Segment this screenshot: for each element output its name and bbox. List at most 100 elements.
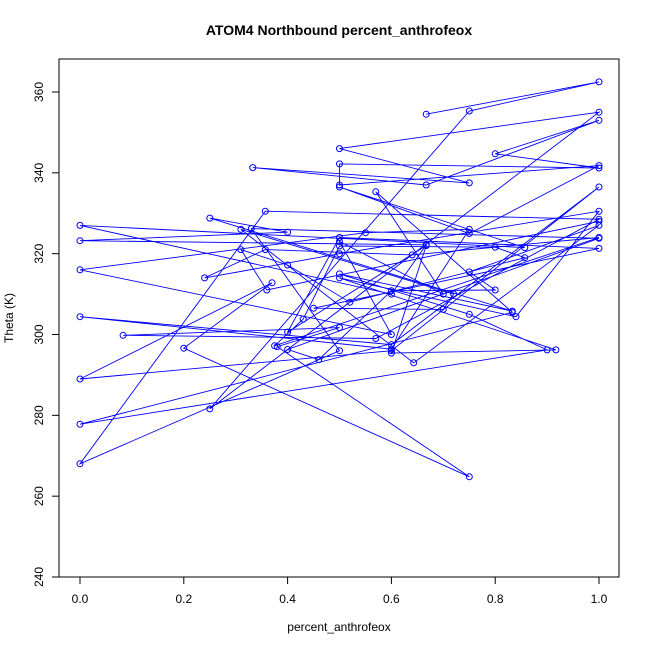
x-tick-label: 0.6 xyxy=(383,592,400,606)
data-point xyxy=(439,290,447,298)
data-point xyxy=(271,342,279,350)
data-point xyxy=(284,328,292,336)
data-point xyxy=(76,375,84,383)
data-point xyxy=(521,244,529,252)
x-axis-label: percent_anthrofeox xyxy=(287,620,390,634)
data-point xyxy=(310,304,318,312)
data-point xyxy=(76,237,84,245)
data-point xyxy=(299,315,307,323)
data-point xyxy=(387,347,395,355)
data-point xyxy=(408,251,416,259)
data-point xyxy=(508,308,516,316)
x-tick-label: 0.0 xyxy=(72,592,89,606)
data-point xyxy=(336,347,343,355)
data-point xyxy=(180,344,188,352)
data-point xyxy=(595,162,603,170)
data-point xyxy=(268,279,276,287)
data-point xyxy=(387,287,395,295)
data-point xyxy=(237,225,245,233)
x-tick-label: 0.4 xyxy=(279,592,296,606)
y-axis: 240 260 280 300 320 340 360 xyxy=(32,82,59,587)
x-tick-label: 0.8 xyxy=(487,592,504,606)
data-point xyxy=(261,246,269,254)
data-point xyxy=(465,268,473,276)
data-point xyxy=(465,225,473,233)
data-point xyxy=(201,274,209,282)
data-point xyxy=(552,346,560,354)
data-point xyxy=(336,274,343,282)
data-point xyxy=(595,234,603,241)
data-point xyxy=(491,150,499,158)
data-point xyxy=(284,228,292,236)
y-tick-label: 320 xyxy=(32,243,46,263)
data-point xyxy=(76,313,84,321)
data-point xyxy=(465,310,473,318)
data-point xyxy=(491,243,499,251)
data-point xyxy=(237,246,245,254)
data-point xyxy=(422,242,430,250)
data-point xyxy=(491,286,499,294)
data-point xyxy=(410,359,418,367)
data-point xyxy=(336,242,343,250)
data-point xyxy=(336,270,343,278)
data-point xyxy=(206,214,214,222)
series-layer xyxy=(76,78,603,481)
data-point xyxy=(336,160,343,168)
chart-title: ATOM4 Northbound percent_anthrofeox xyxy=(206,22,472,38)
data-point xyxy=(76,420,84,428)
data-point xyxy=(119,331,127,339)
data-point xyxy=(595,244,603,252)
x-axis: 0.0 0.2 0.4 0.6 0.8 1.0 xyxy=(72,577,608,606)
data-point xyxy=(336,234,343,241)
data-point xyxy=(336,324,343,332)
data-point xyxy=(595,78,603,86)
data-point xyxy=(422,110,430,118)
data-point xyxy=(336,250,343,258)
data-point xyxy=(465,230,473,237)
data-point xyxy=(387,349,395,357)
data-point xyxy=(336,145,343,153)
data-point xyxy=(76,266,84,274)
y-tick-label: 300 xyxy=(32,324,46,344)
data-point xyxy=(439,305,447,313)
data-point xyxy=(247,225,255,233)
data-point xyxy=(543,346,551,354)
plot-frame xyxy=(58,58,620,578)
data-point xyxy=(595,217,603,225)
x-tick-label: 1.0 xyxy=(591,592,608,606)
data-point xyxy=(76,460,84,468)
data-point xyxy=(595,116,603,124)
series-line xyxy=(78,81,601,478)
data-point xyxy=(284,261,292,269)
data-point xyxy=(465,107,473,115)
data-point xyxy=(595,164,603,172)
data-point xyxy=(76,221,84,229)
data-point xyxy=(372,188,380,196)
data-point xyxy=(450,290,458,298)
data-point xyxy=(422,181,430,189)
y-tick-label: 260 xyxy=(32,486,46,506)
y-tick-label: 280 xyxy=(32,405,46,425)
data-point xyxy=(595,108,603,116)
data-point xyxy=(336,183,343,191)
data-point xyxy=(595,183,603,191)
data-point xyxy=(362,229,369,237)
data-point xyxy=(387,331,395,338)
data-point xyxy=(336,181,343,189)
y-tick-label: 340 xyxy=(32,163,46,183)
data-point xyxy=(512,313,520,321)
data-point xyxy=(284,346,292,353)
data-point xyxy=(595,221,603,229)
data-point xyxy=(336,238,343,245)
data-point xyxy=(261,207,269,215)
data-point xyxy=(249,164,257,172)
data-point xyxy=(387,290,395,298)
data-point xyxy=(595,207,603,215)
data-point xyxy=(315,356,323,364)
data-point xyxy=(372,335,380,342)
data-point xyxy=(206,405,214,413)
data-point xyxy=(465,473,473,481)
x-tick-label: 0.2 xyxy=(175,592,192,606)
